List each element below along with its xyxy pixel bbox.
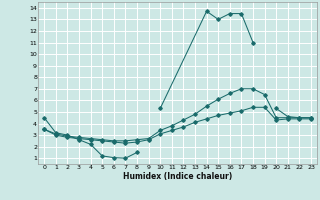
X-axis label: Humidex (Indice chaleur): Humidex (Indice chaleur) xyxy=(123,172,232,181)
